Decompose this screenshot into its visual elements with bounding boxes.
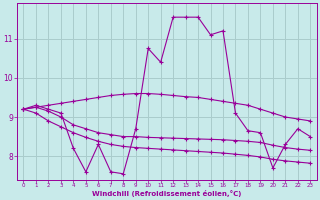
X-axis label: Windchill (Refroidissement éolien,°C): Windchill (Refroidissement éolien,°C)	[92, 190, 242, 197]
